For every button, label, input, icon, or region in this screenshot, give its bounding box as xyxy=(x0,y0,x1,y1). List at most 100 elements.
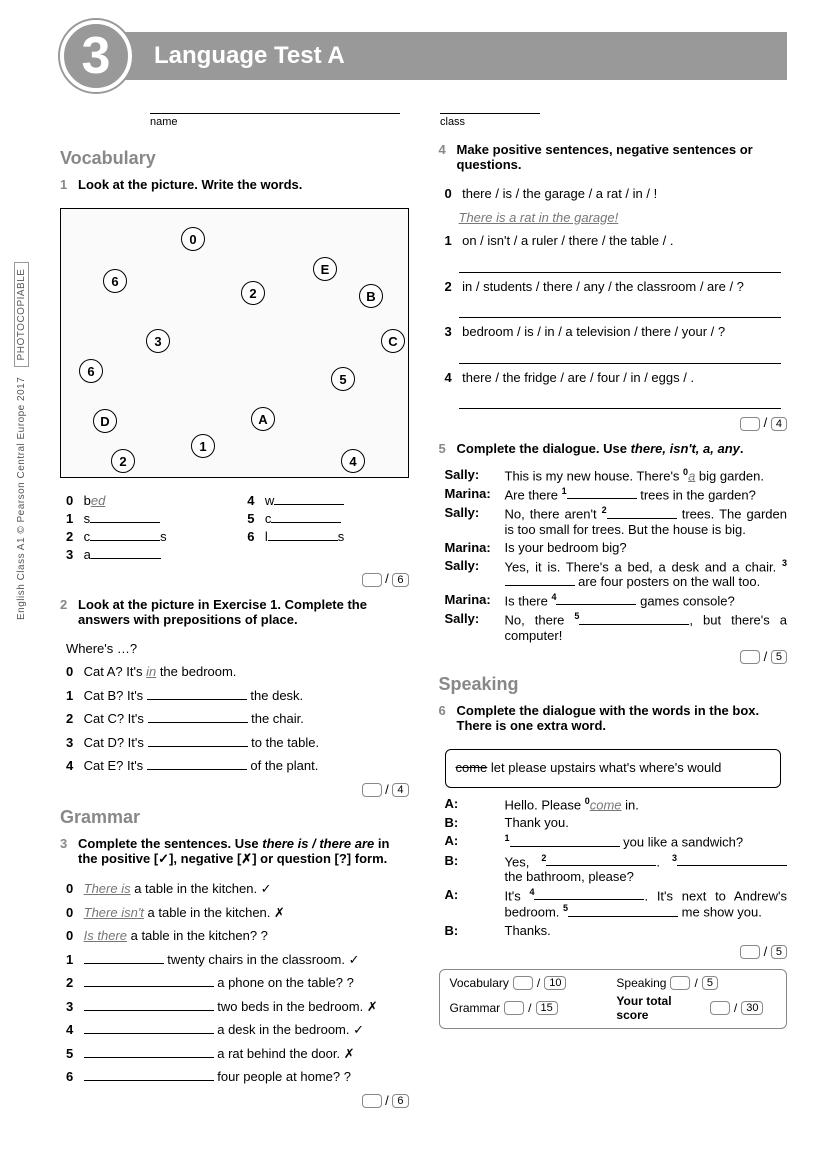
name-label: name xyxy=(150,116,400,128)
ex4-row: 4 there / the fridge / are / four / in /… xyxy=(445,368,788,388)
word-row: 4 w xyxy=(247,493,408,508)
ex3-row: 1 twenty chairs in the classroom. ✓ xyxy=(66,950,409,970)
dialogue-row: B:Thanks. xyxy=(445,923,788,938)
summary-vocab-label: Vocabulary xyxy=(450,976,509,990)
summary-grammar-label: Grammar xyxy=(450,1001,501,1015)
ex5-score-total: 5 xyxy=(771,650,787,664)
word-row: 3 a xyxy=(66,547,227,562)
copyright-text: English Class A1 © Pearson Central Europ… xyxy=(16,377,27,620)
ex5-instr-c: . xyxy=(740,441,744,456)
ex5-instr-a: Complete the dialogue. Use xyxy=(457,441,631,456)
picture-bubble: 6 xyxy=(79,359,103,383)
ex4-score: / 4 xyxy=(439,415,788,431)
copyright-sidebar: English Class A1 © Pearson Central Europ… xyxy=(16,262,27,620)
section-vocabulary: Vocabulary xyxy=(60,148,409,169)
ex1-word-list: 0 bed1 s2 cs3 a 4 w5 c6 ls xyxy=(66,490,409,565)
name-input-line[interactable] xyxy=(150,100,400,114)
ex1-score: / 6 xyxy=(60,571,409,587)
summary-speaking-total: 5 xyxy=(702,976,718,990)
answer-line[interactable] xyxy=(459,350,782,364)
dialogue-row: A:1 you like a sandwich? xyxy=(445,833,788,849)
ex4-row: 3 bedroom / is / in / a television / the… xyxy=(445,322,788,342)
score-input[interactable] xyxy=(362,783,382,797)
left-column: Vocabulary 1 Look at the picture. Write … xyxy=(60,142,409,1118)
picture-bubble: A xyxy=(251,407,275,431)
ex3-row: 2 a phone on the table? ? xyxy=(66,973,409,993)
ex4-instruction: Make positive sentences, negative senten… xyxy=(457,142,788,172)
name-class-fields: name class xyxy=(150,100,787,128)
score-input[interactable] xyxy=(710,1001,730,1015)
ex3-row: 0 There is a table in the kitchen. ✓ xyxy=(66,879,409,899)
dialogue-row: Sally:No, there 5, but there's a compute… xyxy=(445,611,788,642)
picture-bubble: 2 xyxy=(241,281,265,305)
right-column: 4 Make positive sentences, negative sent… xyxy=(439,142,788,1118)
ex5-number: 5 xyxy=(439,441,453,456)
ex2-row: 0 Cat A? It's in the bedroom. xyxy=(66,662,409,682)
ex2-number: 2 xyxy=(60,597,74,612)
score-input[interactable] xyxy=(362,573,382,587)
ex2-score: / 4 xyxy=(60,782,409,798)
ex5-instruction: Complete the dialogue. Use there, isn't,… xyxy=(457,441,788,456)
ex3-row: 0 Is there a table in the kitchen? ? xyxy=(66,926,409,946)
ex3-row: 5 a rat behind the door. ✗ xyxy=(66,1044,409,1064)
wordbox-rest: let please upstairs what's where's would xyxy=(487,760,721,775)
score-input[interactable] xyxy=(670,976,690,990)
picture-bubble: 3 xyxy=(146,329,170,353)
ex4-row: 2 in / students / there / any / the clas… xyxy=(445,277,788,297)
ex4-example-answer: There is a rat in the garage! xyxy=(459,208,788,228)
score-input[interactable] xyxy=(740,417,760,431)
answer-line[interactable] xyxy=(459,304,782,318)
picture-bubble: B xyxy=(359,284,383,308)
dialogue-row: Marina:Is there 4 games console? xyxy=(445,592,788,608)
word-row: 0 bed xyxy=(66,493,227,508)
wordbox-crossed: come xyxy=(456,760,488,775)
dialogue-row: B:Thank you. xyxy=(445,815,788,830)
summary-speaking-label: Speaking xyxy=(616,976,666,990)
ex5-instr-b: there, isn't, a, any xyxy=(631,441,740,456)
class-input-line[interactable] xyxy=(440,100,540,114)
ex2-score-total: 4 xyxy=(392,783,408,797)
room-picture: 0E62B3C65DA124 xyxy=(60,208,409,478)
picture-bubble: 5 xyxy=(331,367,355,391)
summary-grammar-total: 15 xyxy=(536,1001,558,1015)
ex3-number: 3 xyxy=(60,836,74,851)
answer-line[interactable] xyxy=(459,259,782,273)
score-input[interactable] xyxy=(504,1001,524,1015)
picture-bubble: 6 xyxy=(103,269,127,293)
ex1-instruction: Look at the picture. Write the words. xyxy=(78,177,409,192)
ex2-lead: Where's …? xyxy=(66,639,409,659)
ex1-number: 1 xyxy=(60,177,74,192)
ex4-row: 0 there / is / the garage / a rat / in /… xyxy=(445,184,788,204)
page-title: Language Test A xyxy=(124,32,787,80)
picture-bubble: E xyxy=(313,257,337,281)
dialogue-row: Marina:Is your bedroom big? xyxy=(445,540,788,555)
ex3-row: 6 four people at home? ? xyxy=(66,1067,409,1087)
answer-line[interactable] xyxy=(459,395,782,409)
picture-bubble: D xyxy=(93,409,117,433)
dialogue-row: Sally:No, there aren't 2 trees. The gard… xyxy=(445,505,788,536)
section-speaking: Speaking xyxy=(439,674,788,695)
score-input[interactable] xyxy=(362,1094,382,1108)
score-input[interactable] xyxy=(740,650,760,664)
summary-vocab-total: 10 xyxy=(544,976,566,990)
photocopiable-tag: PHOTOCOPIABLE xyxy=(14,262,29,368)
word-row: 2 cs xyxy=(66,529,227,544)
ex3-row: 4 a desk in the bedroom. ✓ xyxy=(66,1020,409,1040)
ex6-score-total: 5 xyxy=(771,945,787,959)
picture-bubble: 2 xyxy=(111,449,135,473)
ex4-row: 1 on / isn't / a ruler / there / the tab… xyxy=(445,231,788,251)
ex3-score: / 6 xyxy=(60,1093,409,1109)
unit-number-badge: 3 xyxy=(60,20,132,92)
ex2-instruction: Look at the picture in Exercise 1. Compl… xyxy=(78,597,409,627)
class-label: class xyxy=(440,116,540,128)
ex5-score: / 5 xyxy=(439,649,788,665)
ex6-number: 6 xyxy=(439,703,453,718)
word-row: 1 s xyxy=(66,511,227,526)
ex6-score: / 5 xyxy=(439,944,788,960)
dialogue-row: B:Yes, 2. 3 the bathroom, please? xyxy=(445,853,788,884)
ex4-number: 4 xyxy=(439,142,453,157)
score-input[interactable] xyxy=(513,976,533,990)
dialogue-row: Marina:Are there 1 trees in the garden? xyxy=(445,486,788,502)
score-input[interactable] xyxy=(740,945,760,959)
section-grammar: Grammar xyxy=(60,807,409,828)
